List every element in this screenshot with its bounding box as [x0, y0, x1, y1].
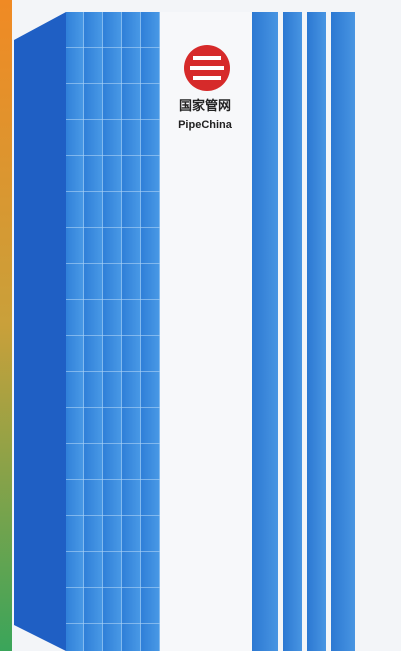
stripe — [283, 12, 302, 651]
stripe — [252, 12, 278, 651]
logo-text-cn: 国家管网 — [179, 98, 231, 114]
white-panel — [160, 12, 252, 651]
stripe — [331, 12, 355, 651]
stripe — [307, 12, 326, 651]
logo: 国家管网 PipeChina — [178, 45, 233, 131]
building-side — [14, 12, 66, 651]
edge-strip — [0, 0, 12, 651]
logo-text-en: PipeChina — [178, 119, 233, 131]
logo-lines — [190, 56, 224, 80]
glass-facade — [66, 12, 160, 651]
